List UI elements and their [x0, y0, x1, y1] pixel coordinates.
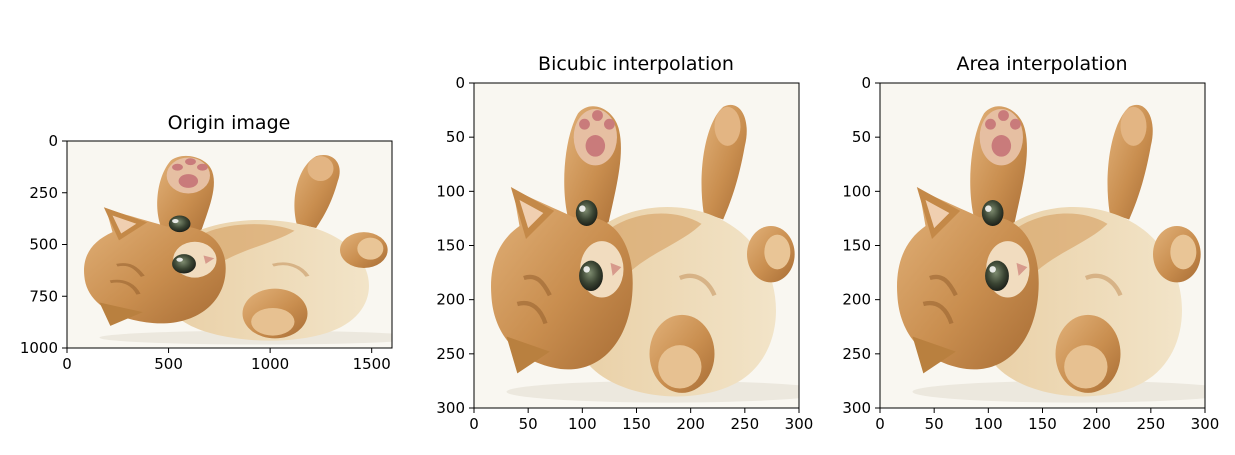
x-tick-label: 150: [622, 415, 651, 433]
y-tick-label: 750: [29, 287, 58, 305]
y-tick-label: 0: [861, 74, 871, 92]
chart-title: Origin image: [168, 112, 291, 134]
y-tick-label: 150: [842, 237, 871, 255]
x-tick-label: 0: [469, 415, 479, 433]
x-tick-label: 250: [1137, 415, 1166, 433]
area-image: [880, 83, 1235, 408]
y-tick-label: 500: [29, 236, 58, 254]
y-tick-label: 300: [842, 399, 871, 417]
x-tick-label: 250: [731, 415, 760, 433]
y-tick-label: 50: [446, 128, 465, 146]
y-tick-label: 100: [842, 182, 871, 200]
x-tick-label: 200: [676, 415, 705, 433]
x-tick-label: 300: [785, 415, 814, 433]
y-tick-label: 1000: [20, 339, 58, 357]
y-tick-label: 250: [842, 345, 871, 363]
y-tick-label: 300: [436, 399, 465, 417]
x-tick-label: 1000: [251, 355, 289, 373]
y-tick-label: 200: [842, 291, 871, 309]
x-tick-label: 200: [1082, 415, 1111, 433]
panel-origin: 0 500 1000 1500 0 250 500 750 1000 Origin image: [20, 112, 425, 373]
y-tick-label: 250: [436, 345, 465, 363]
chart-title: Bicubic interpolation: [538, 53, 734, 75]
x-tick-label: 100: [974, 415, 1003, 433]
y-tick-label: 200: [436, 291, 465, 309]
x-tick-label: 500: [154, 355, 183, 373]
x-tick-label: 100: [568, 415, 597, 433]
x-tick-label: 50: [925, 415, 944, 433]
chart-title: Area interpolation: [956, 53, 1127, 75]
x-tick-label: 0: [62, 355, 72, 373]
axes-origin: 0 500 1000 1500 0 250 500 750 1000: [20, 132, 393, 373]
x-tick-label: 1500: [353, 355, 391, 373]
bicubic-image: [474, 83, 832, 408]
x-tick-label: 50: [519, 415, 538, 433]
x-tick-label: 0: [875, 415, 885, 433]
y-tick-label: 0: [455, 74, 465, 92]
x-tick-label: 300: [1191, 415, 1220, 433]
x-tick-label: 150: [1028, 415, 1057, 433]
origin-image: [67, 141, 425, 348]
y-tick-label: 0: [48, 132, 58, 150]
y-tick-label: 250: [29, 184, 58, 202]
y-tick-label: 100: [436, 182, 465, 200]
y-tick-label: 150: [436, 237, 465, 255]
y-tick-label: 50: [852, 128, 871, 146]
